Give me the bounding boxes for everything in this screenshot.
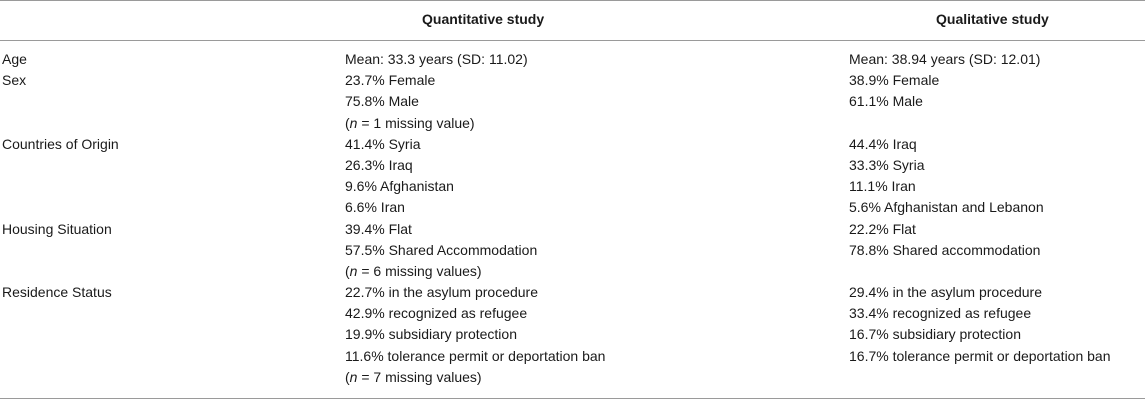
qual-sex-female: 38.9% Female xyxy=(849,72,940,89)
row-label-sex: Sex xyxy=(2,72,27,89)
quant-housing-2: 57.5% Shared Accommodation xyxy=(345,241,538,258)
qual-housing-1: 22.2% Flat xyxy=(849,220,916,237)
quant-housing-1: 39.4% Flat xyxy=(345,220,412,237)
qual-country-3: 11.1% Iran xyxy=(849,178,916,195)
quant-sex-missing: (n = 1 missing value) xyxy=(345,114,475,131)
qualitative-column: Mean: 38.94 years (SD: 12.01) 38.9% Fema… xyxy=(849,49,1111,367)
header-qualitative: Qualitative study xyxy=(936,11,1049,27)
row-label-housing: Housing Situation xyxy=(2,220,112,237)
qual-country-4: 5.6% Afghanistan and Lebanon xyxy=(849,199,1044,216)
quantitative-column: Mean: 33.3 years (SD: 11.02) 23.7% Femal… xyxy=(345,49,605,388)
quant-residence-3: 19.9% subsidiary protection xyxy=(345,326,517,343)
quant-country-3: 9.6% Afghanistan xyxy=(345,178,454,195)
quant-country-2: 26.3% Iraq xyxy=(345,156,413,173)
quant-age: Mean: 33.3 years (SD: 11.02) xyxy=(345,51,528,67)
row-label-age: Age xyxy=(2,51,27,67)
quant-housing-missing: (n = 6 missing values) xyxy=(345,262,482,279)
qual-residence-3: 16.7% subsidiary protection xyxy=(849,326,1021,343)
quant-sex-male: 75.8% Male xyxy=(345,93,419,110)
quant-residence-1: 22.7% in the asylum procedure xyxy=(345,284,538,301)
row-labels-column: Age Sex Countries of Origin Housing Situ… xyxy=(2,49,119,303)
qual-country-2: 33.3% Syria xyxy=(849,156,925,173)
qual-country-1: 44.4% Iraq xyxy=(849,135,917,152)
header-quantitative: Quantitative study xyxy=(422,11,545,27)
qual-age: Mean: 38.94 years (SD: 12.01) xyxy=(849,51,1041,67)
header-rule xyxy=(0,40,1145,41)
qual-sex-male: 61.1% Male xyxy=(849,93,923,110)
table-bottom-rule xyxy=(0,398,1145,399)
row-label-countries: Countries of Origin xyxy=(2,135,119,152)
qual-residence-2: 33.4% recognized as refugee xyxy=(849,305,1032,322)
quant-residence-2: 42.9% recognized as refugee xyxy=(345,305,528,322)
qual-residence-1: 29.4% in the asylum procedure xyxy=(849,284,1042,301)
quant-country-1: 41.4% Syria xyxy=(345,135,421,152)
qual-housing-2: 78.8% Shared accommodation xyxy=(849,241,1041,258)
qual-residence-4: 16.7% tolerance permit or deportation ba… xyxy=(849,347,1111,364)
quant-country-4: 6.6% Iran xyxy=(345,199,405,216)
quant-residence-missing: (n = 7 missing values) xyxy=(345,368,482,385)
row-label-residence: Residence Status xyxy=(2,284,112,301)
quant-sex-female: 23.7% Female xyxy=(345,72,436,89)
table-top-rule xyxy=(0,0,1145,1)
quant-residence-4: 11.6% tolerance permit or deportation ba… xyxy=(345,347,606,364)
